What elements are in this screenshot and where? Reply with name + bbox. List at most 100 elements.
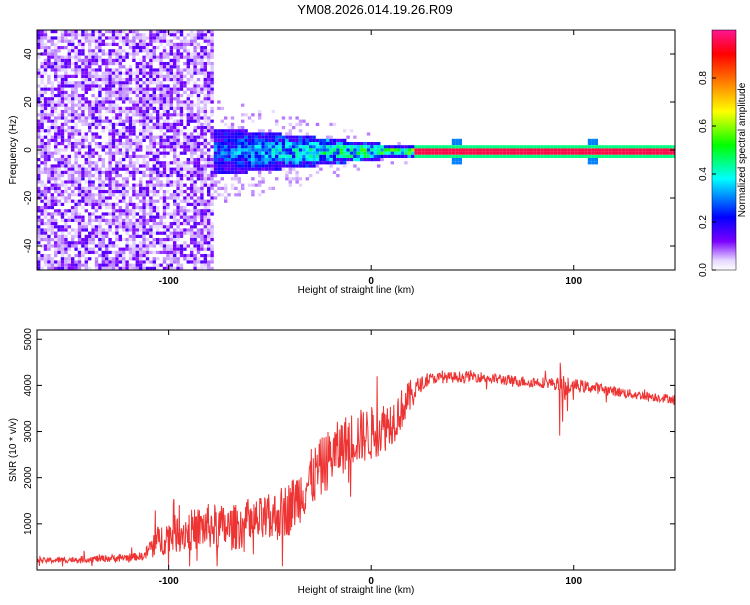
heatmap-cell [91,167,95,171]
heatmap-cell [115,161,119,165]
heatmap-cell [295,177,299,181]
heatmap-cell [37,164,41,168]
heatmap-cell [64,39,68,43]
heatmap-cell [489,154,493,158]
heatmap-cell [115,138,119,142]
heatmap-cell [57,183,61,187]
heatmap-cell [207,158,211,162]
heatmap-cell [98,266,102,270]
heatmap-cell [200,129,204,133]
heatmap-cell [152,250,156,254]
heatmap-cell [587,142,592,146]
heatmap-cell [111,42,116,46]
heatmap-cell [71,174,75,178]
heatmap-cell [162,266,167,270]
heatmap-cell [193,116,197,120]
heatmap-cell [292,142,296,146]
heatmap-cell [142,266,146,270]
heatmap-cell [458,151,462,155]
heatmap-cell [84,71,88,75]
heatmap-cell [173,151,177,155]
heatmap-cell [108,225,112,229]
heatmap-cell [43,183,48,187]
heatmap-cell [152,74,156,78]
heatmap-cell [336,158,340,162]
heatmap-cell [298,158,303,162]
heatmap-cell [135,36,139,40]
heatmap-cell [322,138,326,142]
heatmap-cell [108,206,112,210]
heatmap-cell [234,164,238,168]
heatmap-cell [254,138,258,142]
heatmap-cell [190,215,194,219]
heatmap-cell [533,148,537,152]
heatmap-cell [98,55,102,59]
heatmap-cell [193,52,197,56]
heatmap-cell [132,222,136,226]
heatmap-cell [207,183,211,187]
heatmap-cell [40,126,44,130]
heatmap-cell [193,62,197,66]
heatmap-cell [200,212,204,216]
heatmap-cell [149,228,153,232]
heatmap-cell [81,36,85,40]
heatmap-cell [210,135,214,139]
heatmap-cell [152,97,156,101]
heatmap-cell [210,87,214,91]
heatmap-cell [176,126,180,130]
heatmap-cell [81,199,85,203]
heatmap-cell [81,142,85,146]
heatmap-cell [108,250,112,254]
heatmap-cell [142,202,146,206]
heatmap-cell [91,52,95,56]
heatmap-cell [421,151,425,155]
heatmap-cell [43,84,48,88]
heatmap-cell [135,87,139,91]
heatmap-cell [190,196,194,200]
heatmap-cell [523,154,527,158]
heatmap-cell [339,154,343,158]
heatmap-cell [74,55,78,59]
heatmap-cell [57,113,61,117]
heatmap-cell [166,122,170,126]
heatmap-cell [74,145,78,149]
heatmap-cell [67,55,71,59]
heatmap-cell [183,190,187,194]
heatmap-cell [111,106,116,110]
heatmap-cell [173,183,177,187]
heatmap-cell [132,250,136,254]
heatmap-cell [67,161,71,165]
heatmap-cell [258,132,262,136]
heatmap-cell [190,234,194,238]
heatmap-cell [67,49,71,53]
heatmap-cell [203,78,207,82]
heatmap-cell [57,241,61,245]
heatmap-cell [74,113,78,117]
heatmap-cell [108,132,112,136]
heatmap-cell [183,228,187,232]
heatmap-cell [40,231,44,235]
heatmap-cell [159,90,163,94]
heatmap-cell [132,103,136,107]
heatmap-cell [64,138,68,142]
heatmap-cell [40,138,44,142]
heatmap-cell [54,78,58,82]
heatmap-cell [111,250,116,254]
heatmap-cell [159,241,163,245]
heatmap-cell [179,42,184,46]
heatmap-cell [390,154,394,158]
heatmap-cell [47,151,51,155]
heatmap-cell [489,148,493,152]
heatmap-cell [81,250,85,254]
heatmap-cell [230,151,235,155]
heatmap-cell [125,52,129,56]
heatmap-cell [81,33,85,37]
heatmap-cell [128,250,133,254]
heatmap-cell [105,119,109,123]
heatmap-cell [64,225,68,229]
heatmap-cell [516,148,520,152]
heatmap-cell [237,142,241,146]
heatmap-cell [105,244,109,248]
heatmap-cell [60,231,65,235]
heatmap-cell [105,228,109,232]
